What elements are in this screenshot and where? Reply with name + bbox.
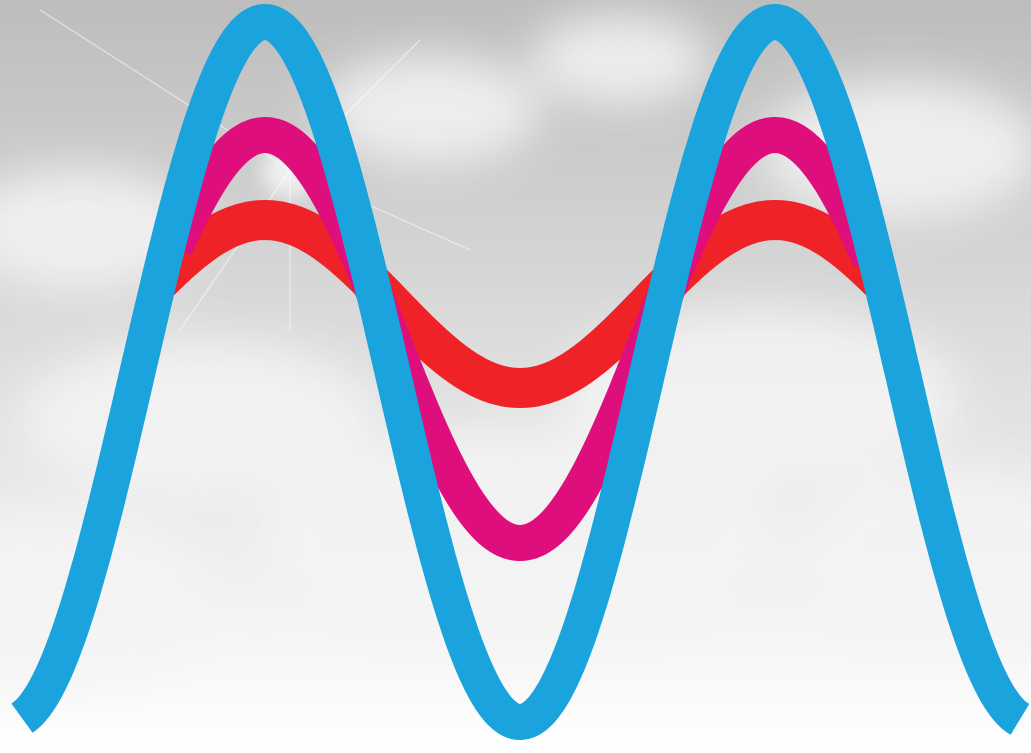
- cloud: [530, 15, 710, 105]
- blue-wave: [7, 4, 1031, 740]
- red-wave: [143, 200, 897, 408]
- cloud: [320, 55, 540, 165]
- magenta-wave: [158, 117, 887, 561]
